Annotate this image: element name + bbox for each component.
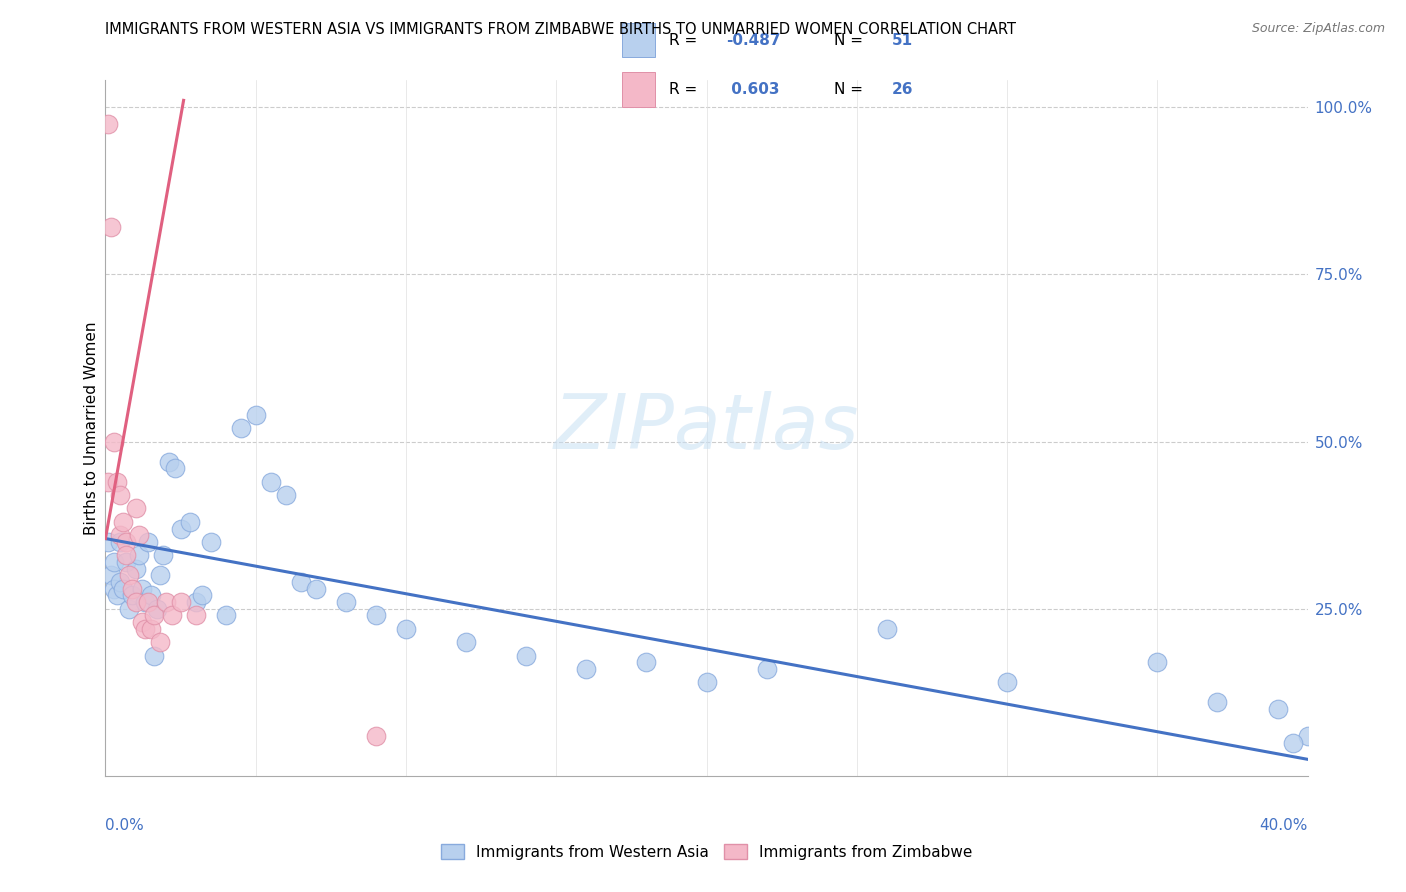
Point	[121, 589, 143, 603]
Point	[260, 475, 283, 489]
Point	[1296, 729, 1319, 743]
Point	[155, 595, 177, 609]
Point	[97, 475, 120, 489]
Point	[110, 528, 132, 542]
Point	[103, 555, 125, 569]
Point	[157, 455, 180, 469]
Point	[110, 488, 132, 502]
Point	[454, 635, 477, 649]
Text: 26: 26	[891, 82, 912, 97]
Point	[107, 475, 129, 489]
Point	[100, 220, 122, 235]
Text: ZIPatlas: ZIPatlas	[554, 392, 859, 465]
Point	[1206, 696, 1229, 710]
Point	[148, 568, 170, 582]
Y-axis label: Births to Unmarried Women: Births to Unmarried Women	[83, 321, 98, 535]
Point	[112, 515, 135, 529]
Point	[179, 515, 201, 529]
Point	[139, 589, 162, 603]
Point	[103, 582, 125, 596]
Point	[515, 648, 537, 663]
Point	[395, 622, 418, 636]
Point	[115, 535, 138, 549]
Text: Source: ZipAtlas.com: Source: ZipAtlas.com	[1251, 22, 1385, 36]
Point	[1146, 655, 1168, 669]
Point	[145, 602, 167, 616]
Point	[696, 675, 718, 690]
Point	[128, 528, 150, 542]
Point	[121, 582, 143, 596]
Point	[190, 589, 212, 603]
Point	[142, 608, 165, 623]
Point	[169, 595, 191, 609]
Point	[229, 421, 252, 435]
Point	[575, 662, 598, 676]
Point	[364, 608, 387, 623]
Text: N =: N =	[834, 32, 868, 47]
Point	[128, 548, 150, 563]
Point	[136, 535, 159, 549]
Point	[115, 548, 138, 563]
Point	[755, 662, 778, 676]
Point	[110, 575, 132, 590]
Point	[305, 582, 328, 596]
Point	[184, 595, 207, 609]
Text: 0.0%: 0.0%	[105, 818, 145, 832]
Point	[274, 488, 297, 502]
Text: R =: R =	[669, 32, 702, 47]
Point	[995, 675, 1018, 690]
Point	[103, 434, 125, 449]
Point	[152, 548, 174, 563]
Point	[131, 615, 153, 630]
Point	[184, 608, 207, 623]
Point	[136, 595, 159, 609]
Point	[876, 622, 898, 636]
FancyBboxPatch shape	[621, 22, 655, 57]
Point	[169, 521, 191, 535]
Text: 40.0%: 40.0%	[1260, 818, 1308, 832]
Point	[131, 582, 153, 596]
Point	[124, 501, 146, 516]
Text: 51: 51	[891, 32, 912, 47]
Point	[97, 535, 120, 549]
Point	[118, 568, 141, 582]
Text: IMMIGRANTS FROM WESTERN ASIA VS IMMIGRANTS FROM ZIMBABWE BIRTHS TO UNMARRIED WOM: IMMIGRANTS FROM WESTERN ASIA VS IMMIGRAN…	[105, 22, 1017, 37]
Point	[163, 461, 186, 475]
Point	[100, 568, 122, 582]
Legend: Immigrants from Western Asia, Immigrants from Zimbabwe: Immigrants from Western Asia, Immigrants…	[434, 838, 979, 866]
Text: 0.603: 0.603	[727, 82, 780, 97]
Point	[134, 595, 156, 609]
Point	[112, 582, 135, 596]
Point	[110, 535, 132, 549]
Text: -0.487: -0.487	[727, 32, 780, 47]
Point	[124, 562, 146, 576]
Point	[139, 622, 162, 636]
Point	[200, 535, 222, 549]
Text: R =: R =	[669, 82, 702, 97]
Point	[290, 575, 312, 590]
Point	[134, 622, 156, 636]
Point	[1281, 735, 1303, 749]
Point	[364, 729, 387, 743]
Point	[97, 117, 120, 131]
Text: N =: N =	[834, 82, 868, 97]
Point	[148, 635, 170, 649]
Point	[142, 648, 165, 663]
Point	[335, 595, 357, 609]
Point	[115, 555, 138, 569]
Point	[214, 608, 236, 623]
Point	[1267, 702, 1289, 716]
FancyBboxPatch shape	[621, 72, 655, 107]
Point	[245, 408, 267, 422]
Point	[160, 608, 183, 623]
Point	[636, 655, 658, 669]
Point	[107, 589, 129, 603]
Point	[118, 602, 141, 616]
Point	[124, 595, 146, 609]
